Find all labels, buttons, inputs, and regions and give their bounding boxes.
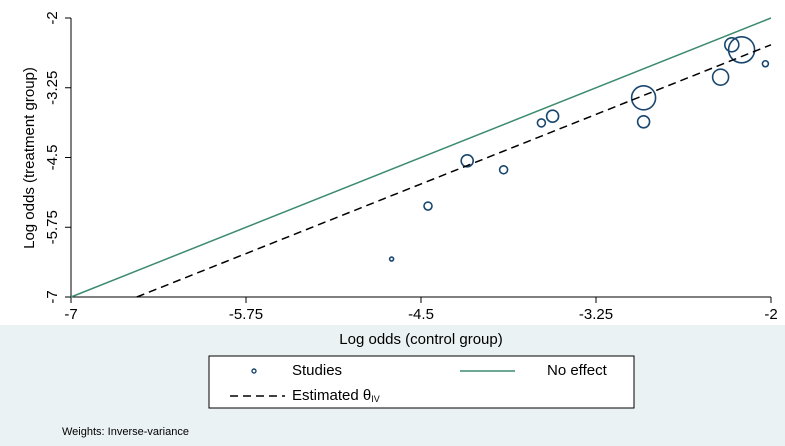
legend-symbol (251, 368, 257, 374)
study-point (498, 164, 509, 175)
study-point (630, 84, 657, 111)
x-tick-label: -7 (64, 306, 77, 323)
study-point (636, 114, 651, 129)
x-tick-label: -2 (764, 306, 777, 323)
y-tick-label: -7 (44, 290, 61, 303)
note: Weights: Inverse-variance (62, 426, 189, 438)
y-tick-label: -4.5 (44, 145, 61, 171)
study-point (727, 36, 756, 64)
graph-region (0, 0, 785, 325)
y-tick-label: -3.25 (44, 71, 61, 105)
study-point (460, 154, 475, 168)
legend-label: Estimated θIV (292, 387, 380, 404)
x-tick-label: -5.75 (229, 306, 263, 323)
legend-label: No effect (547, 362, 608, 379)
x-tick-label: -3.25 (579, 306, 613, 323)
line (70, 17, 772, 298)
y-tick-label: -5.75 (44, 210, 61, 244)
y-tick-label: -2 (44, 11, 61, 24)
study-point (536, 118, 547, 128)
legend-label: Studies (292, 362, 342, 379)
x-tick-label: -4.5 (408, 306, 434, 323)
study-point (388, 256, 395, 262)
study-point (423, 201, 433, 211)
legend-box (208, 355, 635, 409)
study-point (545, 109, 560, 124)
x-axis-label: Log odds (control group) (339, 331, 502, 348)
study-point (761, 59, 770, 68)
study-point (711, 68, 730, 86)
y-axis-label: Log odds (treatment group) (21, 67, 38, 249)
line (136, 44, 772, 298)
study-point (723, 36, 740, 53)
